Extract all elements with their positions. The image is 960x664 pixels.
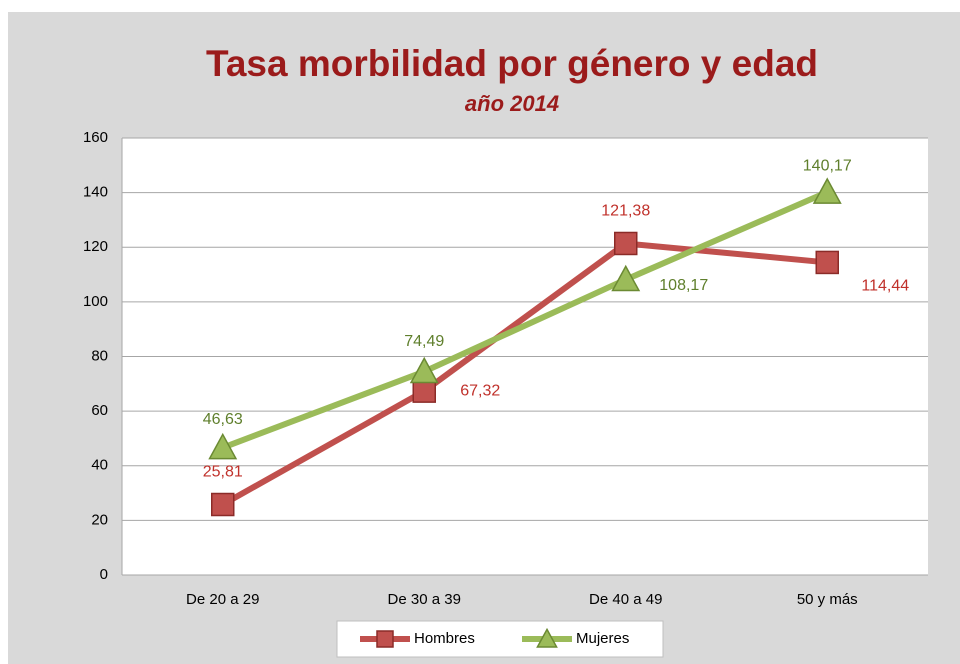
y-tick-label: 0 (100, 566, 108, 583)
marker (208, 432, 238, 460)
marker (409, 356, 439, 384)
series-line (221, 240, 828, 508)
x-tick-label: De 20 a 29 (186, 591, 259, 608)
marker (412, 379, 436, 403)
y-tick-label: 60 (91, 402, 108, 419)
data-label: 114,44 (861, 278, 909, 295)
data-label: 25,81 (203, 464, 243, 481)
marker (611, 264, 641, 292)
data-label: 108,17 (659, 277, 708, 294)
data-label: 46,63 (203, 411, 243, 428)
y-tick-label: 40 (91, 457, 108, 474)
marker (812, 177, 842, 204)
marker (614, 231, 638, 256)
y-tick-label: 160 (83, 129, 108, 146)
chart-subtitle: año 2014 (465, 91, 559, 116)
data-label: 140,17 (803, 157, 852, 174)
data-label: 121,38 (601, 203, 650, 220)
y-tick-label: 120 (83, 238, 108, 255)
marker (815, 250, 839, 275)
y-tick-label: 140 (83, 184, 108, 201)
data-label: 67,32 (460, 382, 500, 399)
chart-title: Tasa morbilidad por género y edad (206, 43, 818, 84)
legend-label: Mujeres (576, 630, 629, 647)
x-tick-label: De 30 a 39 (388, 591, 461, 608)
marker (211, 492, 235, 517)
y-tick-label: 80 (91, 347, 108, 364)
series-line (221, 189, 829, 451)
y-tick-label: 100 (83, 293, 108, 310)
marker (376, 630, 394, 648)
marker (536, 627, 558, 648)
y-tick-label: 20 (91, 511, 108, 528)
data-label: 74,49 (404, 333, 444, 350)
x-tick-label: 50 y más (797, 591, 858, 608)
legend-label: Hombres (414, 630, 475, 647)
x-tick-label: De 40 a 49 (589, 591, 662, 608)
